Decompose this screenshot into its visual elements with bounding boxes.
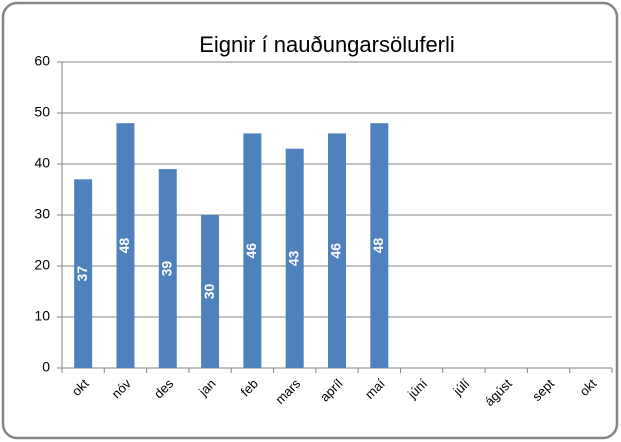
bar [285, 148, 304, 368]
y-tick-label: 40 [34, 155, 50, 171]
data-label: 43 [285, 250, 301, 266]
y-tick-label: 30 [34, 206, 50, 222]
data-label: 48 [370, 238, 386, 254]
data-label: 30 [201, 284, 217, 300]
bar [116, 123, 135, 368]
bar [243, 133, 262, 368]
y-tick-label: 60 [34, 53, 50, 69]
data-label: 39 [158, 261, 174, 277]
bar [328, 133, 346, 368]
y-tick-label: 20 [34, 257, 50, 273]
y-tick-label: 0 [42, 359, 50, 375]
bar [370, 123, 389, 368]
y-tick-label: 10 [34, 308, 50, 324]
bar [158, 169, 177, 368]
data-label: 46 [243, 243, 259, 259]
y-tick-label: 50 [34, 104, 50, 120]
data-label: 48 [116, 238, 132, 254]
data-label: 37 [74, 266, 90, 282]
chart-title: Eignir í nauðungarsöluferli [199, 32, 455, 57]
data-label: 46 [328, 243, 344, 259]
bar [74, 179, 93, 368]
bar [201, 215, 220, 368]
